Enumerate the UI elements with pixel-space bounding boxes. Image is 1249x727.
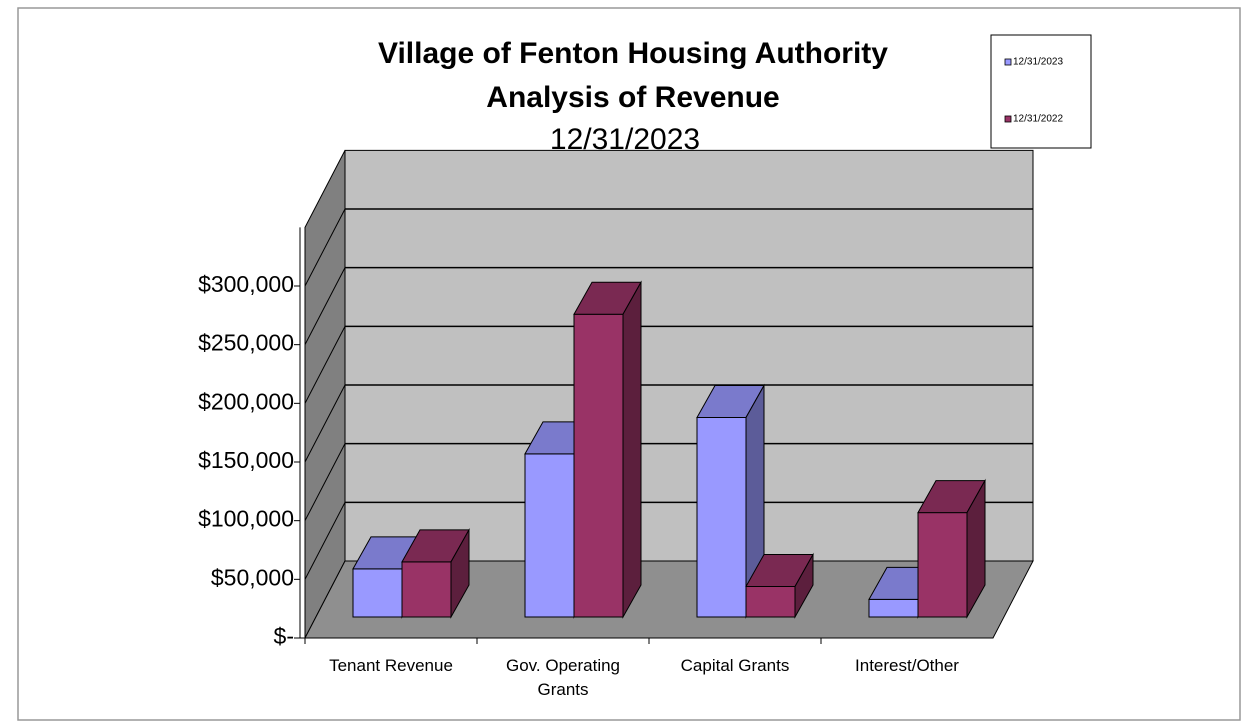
legend-label: 12/31/2023 [1013, 57, 1063, 68]
chart-frame [17, 7, 1241, 721]
x-tick-label: Interest/Other [855, 656, 959, 675]
y-tick-label: $150,000 [198, 447, 294, 473]
left-wall [304, 150, 346, 639]
grid-line [304, 443, 346, 521]
x-tick-label: Gov. Operating Grants [505, 656, 621, 699]
grid-line [304, 384, 346, 463]
bar-front [868, 598, 919, 618]
y-tick-label: $200,000 [198, 388, 294, 414]
bar-front [573, 313, 624, 618]
x-tick-label: Tenant Revenue [329, 656, 453, 675]
bar-front [917, 512, 968, 618]
y-tick-label: $50,000 [211, 564, 294, 590]
y-tick-label: $- [274, 623, 294, 649]
chart-subtitle: Analysis of Revenue [486, 81, 779, 114]
bar-front [401, 561, 452, 618]
bar-side [966, 478, 986, 619]
bar-side [794, 552, 814, 619]
legend-box [990, 34, 1092, 149]
grid-line [304, 208, 346, 287]
y-tick-label: $100,000 [198, 506, 294, 532]
grid-line [304, 326, 346, 404]
bar-front [352, 568, 403, 618]
bar-front [524, 453, 575, 618]
bar-side [622, 280, 642, 619]
legend-swatch [1004, 58, 1012, 66]
legend-swatch [1004, 115, 1012, 123]
legend-label: 12/31/2022 [1013, 114, 1063, 125]
bar-side [450, 527, 470, 619]
grid-line [304, 502, 346, 580]
y-tick-label: $250,000 [198, 330, 294, 356]
bar-front [745, 585, 796, 618]
chart-title: Village of Fenton Housing Authority [378, 37, 888, 70]
grid-line [304, 267, 346, 345]
bar-front [696, 417, 747, 618]
x-tick-label: Capital Grants [680, 656, 790, 675]
y-tick-label: $300,000 [198, 271, 294, 297]
